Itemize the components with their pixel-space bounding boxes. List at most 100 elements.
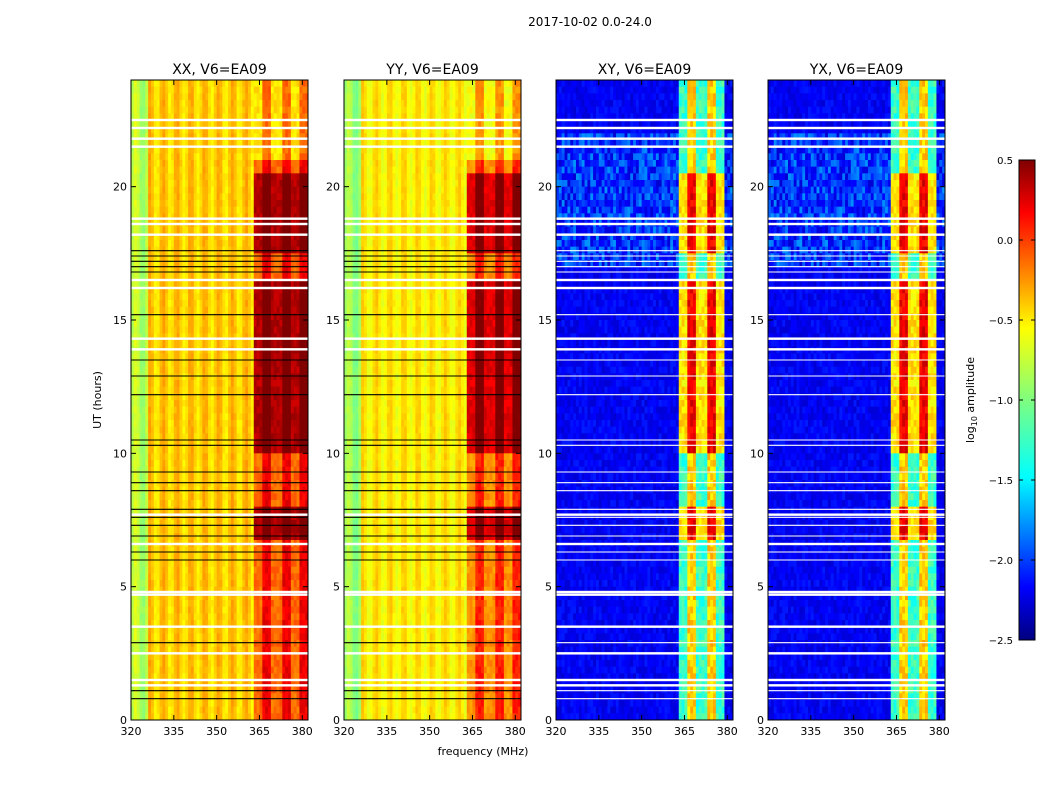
heatmap-cell — [199, 226, 203, 234]
heatmap-cell — [179, 240, 183, 248]
heatmap-cell — [285, 400, 289, 408]
heatmap-cell — [145, 180, 149, 188]
heatmap-cell — [248, 360, 252, 368]
heatmap-cell — [259, 466, 263, 474]
heatmap-cell — [162, 566, 166, 574]
heatmap-cell — [282, 533, 286, 541]
heatmap-cell — [131, 286, 135, 294]
heatmap-cell — [213, 153, 218, 161]
heatmap-cell — [288, 286, 292, 294]
heatmap-cell — [288, 253, 292, 261]
heatmap-cell — [168, 573, 172, 581]
heatmap-cell — [293, 473, 297, 481]
heatmap-cell — [210, 293, 215, 301]
heatmap-cell — [219, 580, 223, 588]
heatmap-cell — [173, 373, 178, 381]
heatmap-cell — [296, 140, 300, 148]
heatmap-cell — [131, 226, 135, 234]
heatmap-cell — [208, 93, 212, 101]
heatmap-cell — [282, 113, 286, 121]
heatmap-cell — [168, 113, 172, 121]
heatmap-cell — [159, 533, 163, 541]
heatmap-cell — [193, 613, 198, 621]
heatmap-cell — [131, 300, 135, 308]
heatmap-cell — [190, 606, 195, 614]
heatmap-cell — [242, 166, 246, 174]
heatmap-cell — [259, 526, 263, 534]
heatmap-cell — [205, 120, 209, 128]
heatmap-cell — [145, 586, 149, 594]
heatmap-cell — [296, 153, 300, 161]
heatmap-cell — [193, 433, 198, 441]
heatmap-cell — [153, 320, 158, 328]
heatmap-cell — [285, 453, 289, 461]
heatmap-cell — [279, 93, 283, 101]
heatmap-cell — [213, 180, 218, 188]
heatmap-cell — [145, 293, 149, 301]
heatmap-cell — [285, 566, 289, 574]
heatmap-cell — [142, 200, 146, 208]
heatmap-cell — [285, 140, 289, 148]
heatmap-cell — [222, 306, 226, 314]
heatmap-cell — [162, 253, 166, 261]
heatmap-cell — [185, 193, 189, 201]
heatmap-cell — [273, 446, 277, 454]
heatmap-cell — [253, 226, 258, 234]
heatmap-cell — [250, 213, 255, 221]
heatmap-cell — [259, 533, 263, 541]
heatmap-cell — [182, 586, 186, 594]
heatmap-cell — [305, 140, 309, 148]
heatmap-cell — [190, 260, 195, 268]
heatmap-cell — [205, 440, 209, 448]
heatmap-cell — [233, 280, 238, 288]
heatmap-cell — [288, 80, 292, 88]
heatmap-cell — [210, 600, 215, 608]
heatmap-cell — [213, 106, 218, 114]
heatmap-cell — [179, 473, 183, 481]
heatmap-cell — [136, 600, 140, 608]
heatmap-cell — [276, 206, 280, 214]
heatmap-cell — [253, 106, 258, 114]
heatmap-cell — [131, 313, 135, 321]
heatmap-cell — [259, 426, 263, 434]
heatmap-cell — [145, 526, 149, 534]
heatmap-cell — [142, 380, 146, 388]
heatmap-cell — [159, 473, 163, 481]
heatmap-cell — [273, 273, 277, 281]
heatmap-cell — [208, 193, 212, 201]
heatmap-cell — [262, 213, 266, 221]
heatmap-cell — [210, 313, 215, 321]
heatmap-cell — [270, 240, 275, 248]
heatmap-cell — [176, 373, 180, 381]
heatmap-cell — [182, 393, 186, 401]
heatmap-cell — [162, 573, 166, 581]
heatmap-cell — [299, 326, 303, 334]
heatmap-cell — [205, 360, 209, 368]
heatmap-cell — [288, 366, 292, 374]
heatmap-cell — [173, 233, 178, 241]
heatmap-cell — [270, 386, 275, 394]
heatmap-cell — [190, 366, 195, 374]
heatmap-cell — [256, 586, 260, 594]
heatmap-cell — [268, 260, 272, 268]
heatmap-cell — [302, 93, 306, 101]
heatmap-cell — [222, 113, 226, 121]
heatmap-cell — [276, 386, 280, 394]
heatmap-cell — [165, 520, 169, 528]
heatmap-cell — [296, 600, 300, 608]
heatmap-cell — [133, 173, 138, 181]
heatmap-cell — [290, 420, 295, 428]
heatmap-cell — [236, 186, 240, 194]
heatmap-cell — [236, 560, 240, 568]
heatmap-cell — [185, 173, 189, 181]
heatmap-cell — [156, 373, 160, 381]
heatmap-cell — [208, 313, 212, 321]
heatmap-cell — [268, 520, 272, 528]
heatmap-cell — [170, 453, 175, 461]
heatmap-cell — [230, 473, 235, 481]
heatmap-cell — [262, 260, 266, 268]
heatmap-cell — [273, 393, 277, 401]
heatmap-cell — [236, 200, 240, 208]
heatmap-cell — [133, 340, 138, 348]
heatmap-cell — [139, 566, 143, 574]
